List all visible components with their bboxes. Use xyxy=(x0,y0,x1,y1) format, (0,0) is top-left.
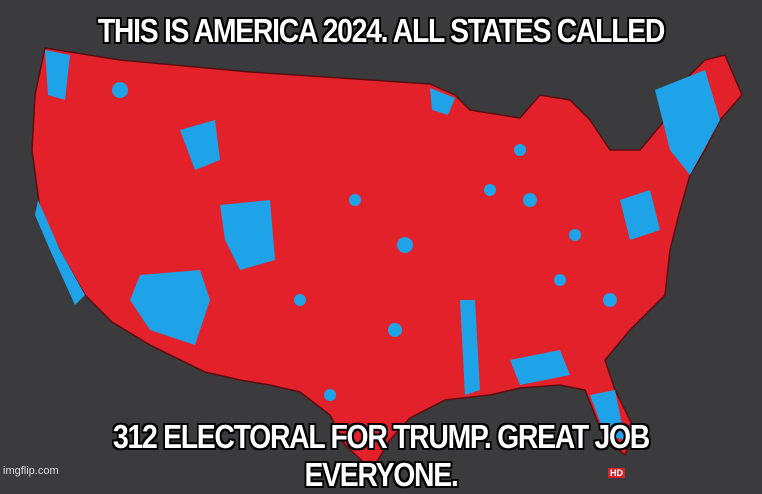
hd-badge: HD xyxy=(608,468,625,478)
imgflip-watermark: imgflip.com xyxy=(3,465,59,477)
us-outline-red xyxy=(31,47,743,472)
democrat-counties xyxy=(35,50,720,440)
bottom-caption: 312 ELECTORAL FOR TRUMP. GREAT JOB EVERY… xyxy=(113,418,650,493)
top-caption: THIS IS AMERICA 2024. ALL STATES CALLED xyxy=(97,12,666,49)
us-county-map xyxy=(31,47,743,472)
